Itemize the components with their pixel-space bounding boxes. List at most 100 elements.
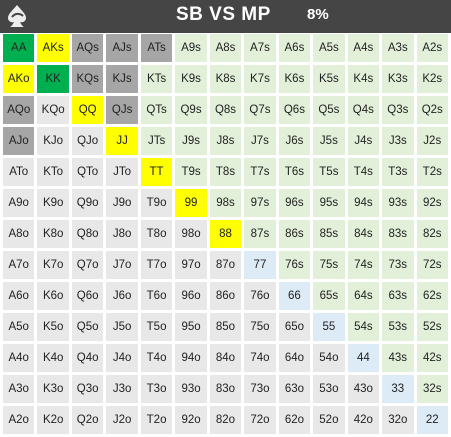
hand-cell-k3s: K3s xyxy=(382,65,413,93)
hand-cell-t7o: T7o xyxy=(141,251,172,279)
hand-cell-63s: 63s xyxy=(382,282,413,310)
hand-cell-t2o: T2o xyxy=(141,406,172,434)
hand-cell-84o: 84o xyxy=(210,344,241,372)
hand-cell-98o: 98o xyxy=(175,220,206,248)
hand-cell-64o: 64o xyxy=(279,344,310,372)
hand-cell-96o: 96o xyxy=(175,282,206,310)
hand-cell-k8s: K8s xyxy=(210,65,241,93)
hand-cell-54s: 54s xyxy=(348,313,379,341)
hand-cell-66: 66 xyxy=(279,282,310,310)
hand-cell-64s: 64s xyxy=(348,282,379,310)
hand-cell-88: 88 xyxy=(210,220,241,248)
hand-cell-83s: 83s xyxy=(382,220,413,248)
hand-cell-93s: 93s xyxy=(382,189,413,217)
hand-cell-q7s: Q7s xyxy=(244,96,275,124)
hand-cell-j6o: J6o xyxy=(106,282,137,310)
hand-cell-t4s: T4s xyxy=(348,158,379,186)
hand-cell-a4o: A4o xyxy=(3,344,34,372)
hand-cell-94o: 94o xyxy=(175,344,206,372)
hand-cell-95s: 95s xyxy=(313,189,344,217)
hand-cell-75o: 75o xyxy=(244,313,275,341)
hand-cell-t4o: T4o xyxy=(141,344,172,372)
hand-cell-k3o: K3o xyxy=(37,375,68,403)
hand-cell-j7o: J7o xyxy=(106,251,137,279)
hand-cell-j9s: J9s xyxy=(175,127,206,155)
hand-cell-kqs: KQs xyxy=(72,65,103,93)
hand-cell-33: 33 xyxy=(382,375,413,403)
hand-cell-84s: 84s xyxy=(348,220,379,248)
hand-cell-75s: 75s xyxy=(313,251,344,279)
hand-cell-74s: 74s xyxy=(348,251,379,279)
hand-cell-a4s: A4s xyxy=(348,34,379,62)
hand-cell-99: 99 xyxy=(175,189,206,217)
hand-cell-86o: 86o xyxy=(210,282,241,310)
hand-cell-k9s: K9s xyxy=(175,65,206,93)
hand-cell-k7o: K7o xyxy=(37,251,68,279)
hand-cell-92o: 92o xyxy=(175,406,206,434)
hand-cell-43s: 43s xyxy=(382,344,413,372)
hand-cell-jts: JTs xyxy=(141,127,172,155)
hand-cell-97o: 97o xyxy=(175,251,206,279)
hand-cell-t8o: T8o xyxy=(141,220,172,248)
hand-cell-53o: 53o xyxy=(313,375,344,403)
hand-cell-q3s: Q3s xyxy=(382,96,413,124)
hand-cell-j7s: J7s xyxy=(244,127,275,155)
hand-cell-44: 44 xyxy=(348,344,379,372)
hand-cell-j4s: J4s xyxy=(348,127,379,155)
hand-cell-82o: 82o xyxy=(210,406,241,434)
hand-cell-a9s: A9s xyxy=(175,34,206,62)
hand-cell-qjs: QJs xyxy=(106,96,137,124)
hand-cell-t5o: T5o xyxy=(141,313,172,341)
hand-cell-t2s: T2s xyxy=(417,158,448,186)
hand-cell-q6s: Q6s xyxy=(279,96,310,124)
hand-cell-k2s: K2s xyxy=(417,65,448,93)
hand-cell-j2o: J2o xyxy=(106,406,137,434)
hand-cell-qto: QTo xyxy=(72,158,103,186)
hand-cell-ajo: AJo xyxy=(3,127,34,155)
hand-cell-j2s: J2s xyxy=(417,127,448,155)
hand-cell-k5o: K5o xyxy=(37,313,68,341)
hand-cell-k8o: K8o xyxy=(37,220,68,248)
hand-cell-t6s: T6s xyxy=(279,158,310,186)
hand-cell-q8s: Q8s xyxy=(210,96,241,124)
hand-cell-kjs: KJs xyxy=(106,65,137,93)
hand-cell-32o: 32o xyxy=(382,406,413,434)
hand-cell-q4s: Q4s xyxy=(348,96,379,124)
hand-cell-76s: 76s xyxy=(279,251,310,279)
hand-cell-q5s: Q5s xyxy=(313,96,344,124)
hand-cell-aa: AA xyxy=(3,34,34,62)
hand-cell-q4o: Q4o xyxy=(72,344,103,372)
hand-cell-85s: 85s xyxy=(313,220,344,248)
hand-cell-k4s: K4s xyxy=(348,65,379,93)
hand-cell-96s: 96s xyxy=(279,189,310,217)
hand-cell-42o: 42o xyxy=(348,406,379,434)
hand-cell-65o: 65o xyxy=(279,313,310,341)
hand-cell-ats: ATs xyxy=(141,34,172,62)
hand-cell-ajs: AJs xyxy=(106,34,137,62)
hand-cell-43o: 43o xyxy=(348,375,379,403)
hand-cell-86s: 86s xyxy=(279,220,310,248)
hand-cell-t8s: T8s xyxy=(210,158,241,186)
hand-cell-93o: 93o xyxy=(175,375,206,403)
hand-cell-k9o: K9o xyxy=(37,189,68,217)
hand-range-grid: AA AKs AQs AJs ATs A9s A8s A7s A6s A5s A4s A3s A2s AK… xyxy=(3,34,448,434)
hand-cell-a6s: A6s xyxy=(279,34,310,62)
hand-cell-42s: 42s xyxy=(417,344,448,372)
hand-cell-a8s: A8s xyxy=(210,34,241,62)
hand-cell-73s: 73s xyxy=(382,251,413,279)
hand-cell-jto: JTo xyxy=(106,158,137,186)
hand-cell-92s: 92s xyxy=(417,189,448,217)
hand-cell-q2o: Q2o xyxy=(72,406,103,434)
hand-cell-j5o: J5o xyxy=(106,313,137,341)
hand-cell-k5s: K5s xyxy=(313,65,344,93)
hand-cell-a3o: A3o xyxy=(3,375,34,403)
hand-cell-q5o: Q5o xyxy=(72,313,103,341)
hand-cell-a3s: A3s xyxy=(382,34,413,62)
hand-cell-t7s: T7s xyxy=(244,158,275,186)
hand-cell-k2o: K2o xyxy=(37,406,68,434)
hand-cell-qts: QTs xyxy=(141,96,172,124)
hand-cell-kk: KK xyxy=(37,65,68,93)
hand-cell-97s: 97s xyxy=(244,189,275,217)
hand-cell-j5s: J5s xyxy=(313,127,344,155)
hand-cell-j8s: J8s xyxy=(210,127,241,155)
